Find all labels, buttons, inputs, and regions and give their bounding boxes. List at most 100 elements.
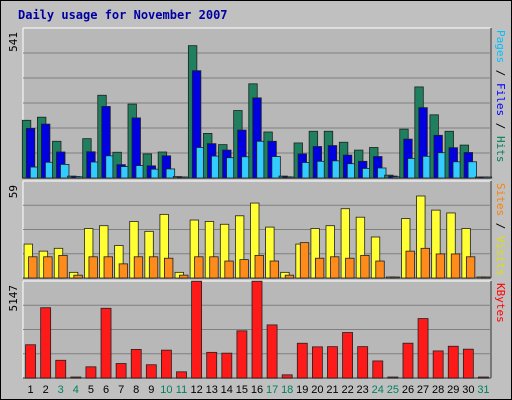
bar-day-24-series-2 (377, 167, 387, 179)
x-tick-label: 9 (148, 384, 154, 396)
x-tick-label: 15 (236, 384, 248, 396)
bar-day-19-series-1 (299, 242, 310, 279)
x-tick-label: 7 (118, 384, 124, 396)
bar-day-7-series-1 (118, 263, 129, 279)
bar-day-3-series-1 (58, 254, 68, 279)
bar-day-31-series-2 (482, 176, 493, 179)
bar-day-10-series-2 (165, 168, 176, 179)
bar-day-16-series-0 (251, 280, 263, 379)
bar-day-21-series-0 (327, 346, 338, 379)
bar-day-20-series-1 (314, 257, 325, 279)
bar-day-28-series-0 (432, 350, 444, 379)
x-tick-label: 26 (402, 384, 414, 396)
x-tick-label: 22 (341, 384, 353, 396)
bar-day-22-series-0 (342, 332, 353, 379)
y-max-label: 541 (7, 32, 20, 52)
bar-day-15-series-0 (236, 330, 248, 379)
bar-day-25-series-0 (387, 376, 399, 379)
bar-day-29-series-1 (450, 253, 461, 279)
bar-day-9-series-0 (145, 364, 157, 379)
bar-day-18-series-0 (281, 374, 293, 379)
bar-day-6-series-1 (103, 256, 113, 279)
bar-day-26-series-0 (402, 342, 414, 379)
bar-day-24-series-0 (372, 360, 384, 379)
bar-day-12-series-1 (194, 256, 204, 279)
series-legend: Pages / Files / Hits (494, 30, 507, 163)
bar-day-30-series-0 (462, 348, 474, 379)
legend-entry: / (494, 216, 507, 236)
series-legend: KBytes (494, 283, 507, 323)
chart-title: Daily usage for November 2007 (18, 8, 228, 22)
bar-day-3-series-2 (60, 164, 70, 179)
bar-day-31-series-1 (481, 276, 491, 279)
bar-day-4-series-1 (73, 274, 83, 279)
bar-day-24-series-1 (375, 260, 385, 279)
x-tick-label: 16 (251, 384, 263, 396)
bar-day-15-series-1 (239, 259, 249, 279)
x-tick-label: 13 (206, 384, 218, 396)
bar-day-1-series-1 (28, 256, 38, 279)
x-tick-label: 17 (266, 384, 278, 396)
bar-day-5-series-1 (88, 256, 98, 279)
legend-entry: KBytes (494, 283, 507, 323)
bar-day-27-series-1 (420, 247, 430, 279)
x-tick-label: 6 (103, 384, 109, 396)
series-legend: Sites / Visits (494, 183, 507, 276)
bar-day-30-series-2 (467, 161, 478, 179)
bar-day-23-series-0 (357, 346, 369, 379)
bar-day-8-series-1 (133, 256, 144, 279)
legend-entry: Pages (494, 30, 507, 63)
x-tick-label: 30 (462, 384, 474, 396)
y-max-label: 59 (7, 185, 20, 198)
x-tick-label: 10 (160, 384, 172, 396)
bar-day-9-series-1 (148, 256, 159, 279)
bar-day-17-series-1 (269, 260, 280, 279)
x-tick-label: 27 (417, 384, 429, 396)
x-tick-label: 28 (432, 384, 444, 396)
x-tick-label: 21 (326, 384, 338, 396)
bar-day-6-series-0 (100, 307, 112, 379)
x-tick-label: 20 (311, 384, 323, 396)
legend-entry: Visits (494, 236, 507, 276)
bar-day-8-series-0 (130, 349, 142, 379)
x-tick-label: 12 (190, 384, 202, 396)
bar-day-23-series-1 (360, 254, 370, 279)
bar-day-20-series-0 (311, 346, 323, 379)
bar-day-11-series-1 (179, 274, 189, 279)
bar-day-30-series-1 (465, 256, 476, 279)
bar-day-31-series-0 (478, 376, 489, 379)
bar-day-26-series-1 (405, 250, 415, 279)
legend-entry: Sites (494, 183, 507, 216)
bar-day-21-series-1 (330, 256, 340, 279)
x-tick-label: 4 (73, 384, 79, 396)
x-tick-label: 23 (357, 384, 369, 396)
x-tick-label: 5 (88, 384, 94, 396)
x-tick-label: 14 (221, 384, 233, 396)
x-tick-label: 3 (58, 384, 64, 396)
bar-day-4-series-0 (70, 376, 82, 379)
bar-day-3-series-0 (55, 359, 67, 379)
bar-day-13-series-1 (209, 256, 219, 279)
x-tick-label: 2 (43, 384, 49, 396)
bar-day-18-series-1 (284, 274, 295, 279)
bar-day-5-series-0 (85, 366, 97, 379)
bar-day-14-series-1 (224, 260, 234, 279)
bar-day-16-series-1 (254, 254, 264, 279)
x-tick-label: 24 (372, 384, 384, 396)
bar-day-10-series-1 (164, 257, 174, 279)
x-tick-label: 11 (176, 384, 187, 396)
x-tick-label: 29 (447, 384, 459, 396)
bar-day-22-series-1 (345, 257, 355, 279)
y-max-label: 5147 (7, 285, 20, 312)
bar-day-25-series-1 (390, 276, 400, 279)
legend-entry: / (494, 116, 507, 136)
bar-day-14-series-0 (221, 352, 233, 379)
x-tick-label: 25 (387, 384, 399, 396)
bar-day-12-series-0 (191, 280, 203, 379)
bar-day-17-series-0 (266, 324, 278, 379)
x-tick-label: 18 (281, 384, 293, 396)
bar-day-2-series-1 (43, 256, 53, 279)
x-tick-label: 31 (477, 384, 489, 396)
